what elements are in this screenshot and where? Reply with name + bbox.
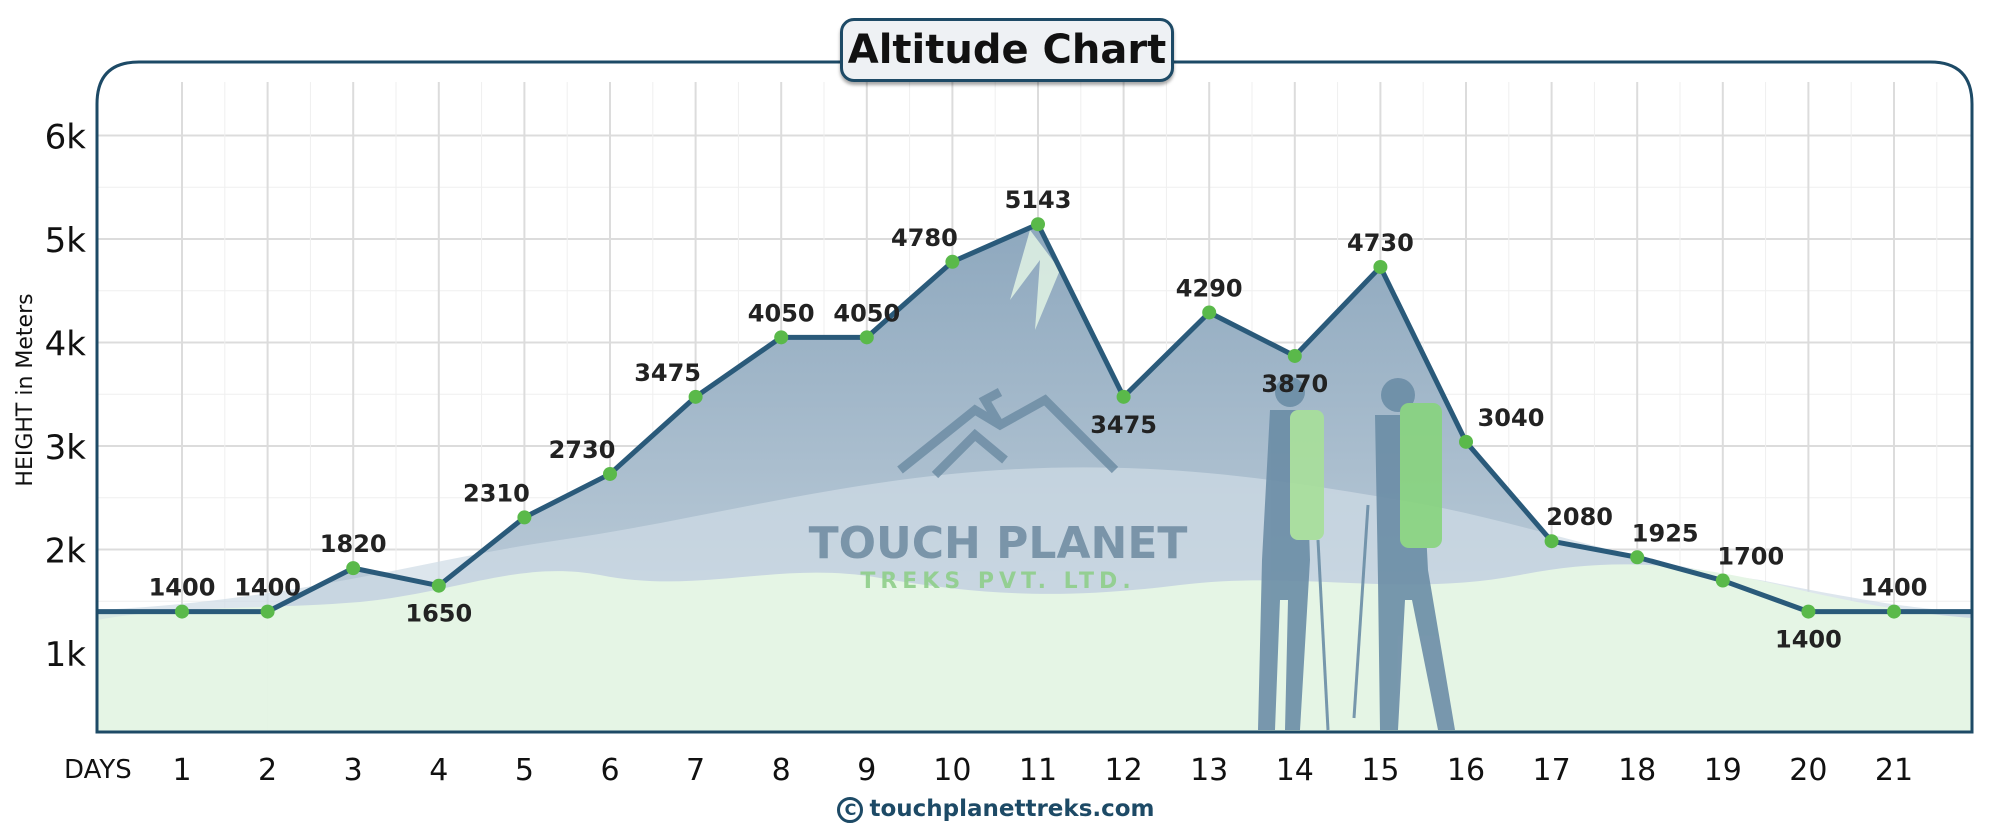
hiker-right <box>1352 378 1455 730</box>
data-label-day-11: 5143 <box>1005 186 1072 214</box>
y-tick-label-4k: 4k <box>45 325 87 365</box>
data-point-day-4 <box>431 578 446 593</box>
data-point-day-1 <box>175 604 189 619</box>
x-tick-label-19: 19 <box>1704 753 1742 788</box>
y-tick-label-6k: 6k <box>45 118 87 158</box>
x-tick-label-16: 16 <box>1447 753 1485 788</box>
x-axis-ticks: 1 2 3 4 5 6 7 8 9 10 11 12 13 14 15 16 17 18 19 20 21 <box>172 753 1913 788</box>
data-label-day-5: 2310 <box>463 479 530 507</box>
data-point-day-5 <box>517 510 532 525</box>
ground-fill <box>97 564 1972 732</box>
x-tick-label-1: 1 <box>172 753 191 788</box>
data-point-day-10 <box>945 254 960 269</box>
data-point-day-12 <box>1116 389 1131 404</box>
x-tick-label-7: 7 <box>686 753 705 788</box>
data-point-day-6 <box>603 466 617 481</box>
snow-streak <box>1010 230 1060 330</box>
data-label-day-21: 1400 <box>1861 574 1928 602</box>
data-point-day-7 <box>688 389 703 404</box>
x-tick-label-18: 18 <box>1618 753 1656 788</box>
y-tick-label-1k: 1k <box>45 635 87 675</box>
x-tick-label-10: 10 <box>933 753 971 788</box>
x-tick-label-4: 4 <box>429 753 448 788</box>
x-tick-label-14: 14 <box>1276 753 1314 788</box>
x-tick-label-12: 12 <box>1105 753 1143 788</box>
data-point-day-9 <box>859 330 874 345</box>
data-label-day-9: 4050 <box>833 299 900 327</box>
data-label-day-3: 1820 <box>320 530 387 558</box>
data-label-day-10: 4780 <box>891 224 958 252</box>
data-label-day-18: 1925 <box>1632 519 1699 547</box>
data-point-day-8 <box>774 330 789 345</box>
x-tick-label-8: 8 <box>772 753 791 788</box>
ground-fill-left <box>97 611 268 732</box>
chart-title-box: Altitude Chart <box>840 18 1174 82</box>
y-tick-label-3k: 3k <box>45 428 87 468</box>
x-tick-label-3: 3 <box>344 753 363 788</box>
data-point-day-13 <box>1202 305 1217 320</box>
y-tick-label-5k: 5k <box>45 221 87 261</box>
x-tick-label-15: 15 <box>1361 753 1399 788</box>
x-tick-label-2: 2 <box>258 753 277 788</box>
data-label-day-19: 1700 <box>1717 543 1784 571</box>
x-tick-label-17: 17 <box>1533 753 1571 788</box>
data-point-day-11 <box>1031 217 1045 232</box>
data-label-day-14: 3870 <box>1261 370 1328 398</box>
data-label-day-17: 2080 <box>1546 503 1613 531</box>
data-point-day-15 <box>1373 259 1388 274</box>
data-label-day-1: 1400 <box>149 574 216 602</box>
plot-frame <box>95 60 1974 734</box>
data-label-day-4: 1650 <box>405 600 472 628</box>
data-markers <box>175 217 1901 619</box>
hikers-silhouette <box>1258 377 1455 731</box>
data-point-day-16 <box>1459 434 1473 449</box>
copyright-icon: C <box>837 796 864 823</box>
x-tick-label-9: 9 <box>857 753 876 788</box>
hiker-left <box>1258 377 1330 731</box>
chart-title: Altitude Chart <box>847 27 1167 73</box>
x-axis-label: DAYS <box>64 755 132 785</box>
x-tick-label-6: 6 <box>600 753 619 788</box>
data-point-day-3 <box>346 561 361 576</box>
data-label-day-6: 2730 <box>549 436 616 464</box>
data-point-day-14 <box>1287 348 1302 363</box>
data-label-day-8: 4050 <box>748 299 815 327</box>
data-point-day-18 <box>1630 550 1645 565</box>
data-point-day-19 <box>1715 573 1730 588</box>
data-labels: 1400 1400 1820 1650 2310 2730 3475 4050 4050 4780… <box>149 186 1928 653</box>
x-tick-label-5: 5 <box>515 753 534 788</box>
footer-site-link[interactable]: touchplanettreks.com <box>869 796 1155 822</box>
data-point-day-17 <box>1544 534 1559 549</box>
data-point-day-20 <box>1801 604 1816 619</box>
data-label-day-16: 3040 <box>1478 404 1545 432</box>
data-label-day-12: 3475 <box>1090 411 1157 439</box>
data-label-day-2: 1400 <box>234 574 301 602</box>
y-axis-ticks: 1k 2k 3k 4k 5k 6k <box>45 118 87 676</box>
data-label-day-15: 4730 <box>1347 229 1414 257</box>
data-label-day-13: 4290 <box>1176 274 1243 302</box>
data-point-day-21 <box>1887 604 1901 619</box>
watermark-line2: TREKS PVT. LTD. <box>860 569 1135 594</box>
data-label-day-20: 1400 <box>1775 626 1842 654</box>
y-tick-label-2k: 2k <box>45 532 87 572</box>
y-axis-label: HEIGHT in Meters <box>13 293 38 486</box>
logo-mountain-icon <box>897 388 1119 479</box>
data-label-day-7: 3475 <box>634 359 701 387</box>
x-tick-label-11: 11 <box>1019 753 1057 788</box>
watermark: TOUCH PLANET TREKS PVT. LTD. <box>809 388 1188 594</box>
x-tick-label-13: 13 <box>1190 753 1228 788</box>
watermark-line1: TOUCH PLANET <box>809 518 1188 569</box>
mountain-area <box>97 224 1972 732</box>
x-tick-label-20: 20 <box>1789 753 1827 788</box>
data-point-day-2 <box>260 604 275 619</box>
x-tick-label-21: 21 <box>1875 753 1913 788</box>
